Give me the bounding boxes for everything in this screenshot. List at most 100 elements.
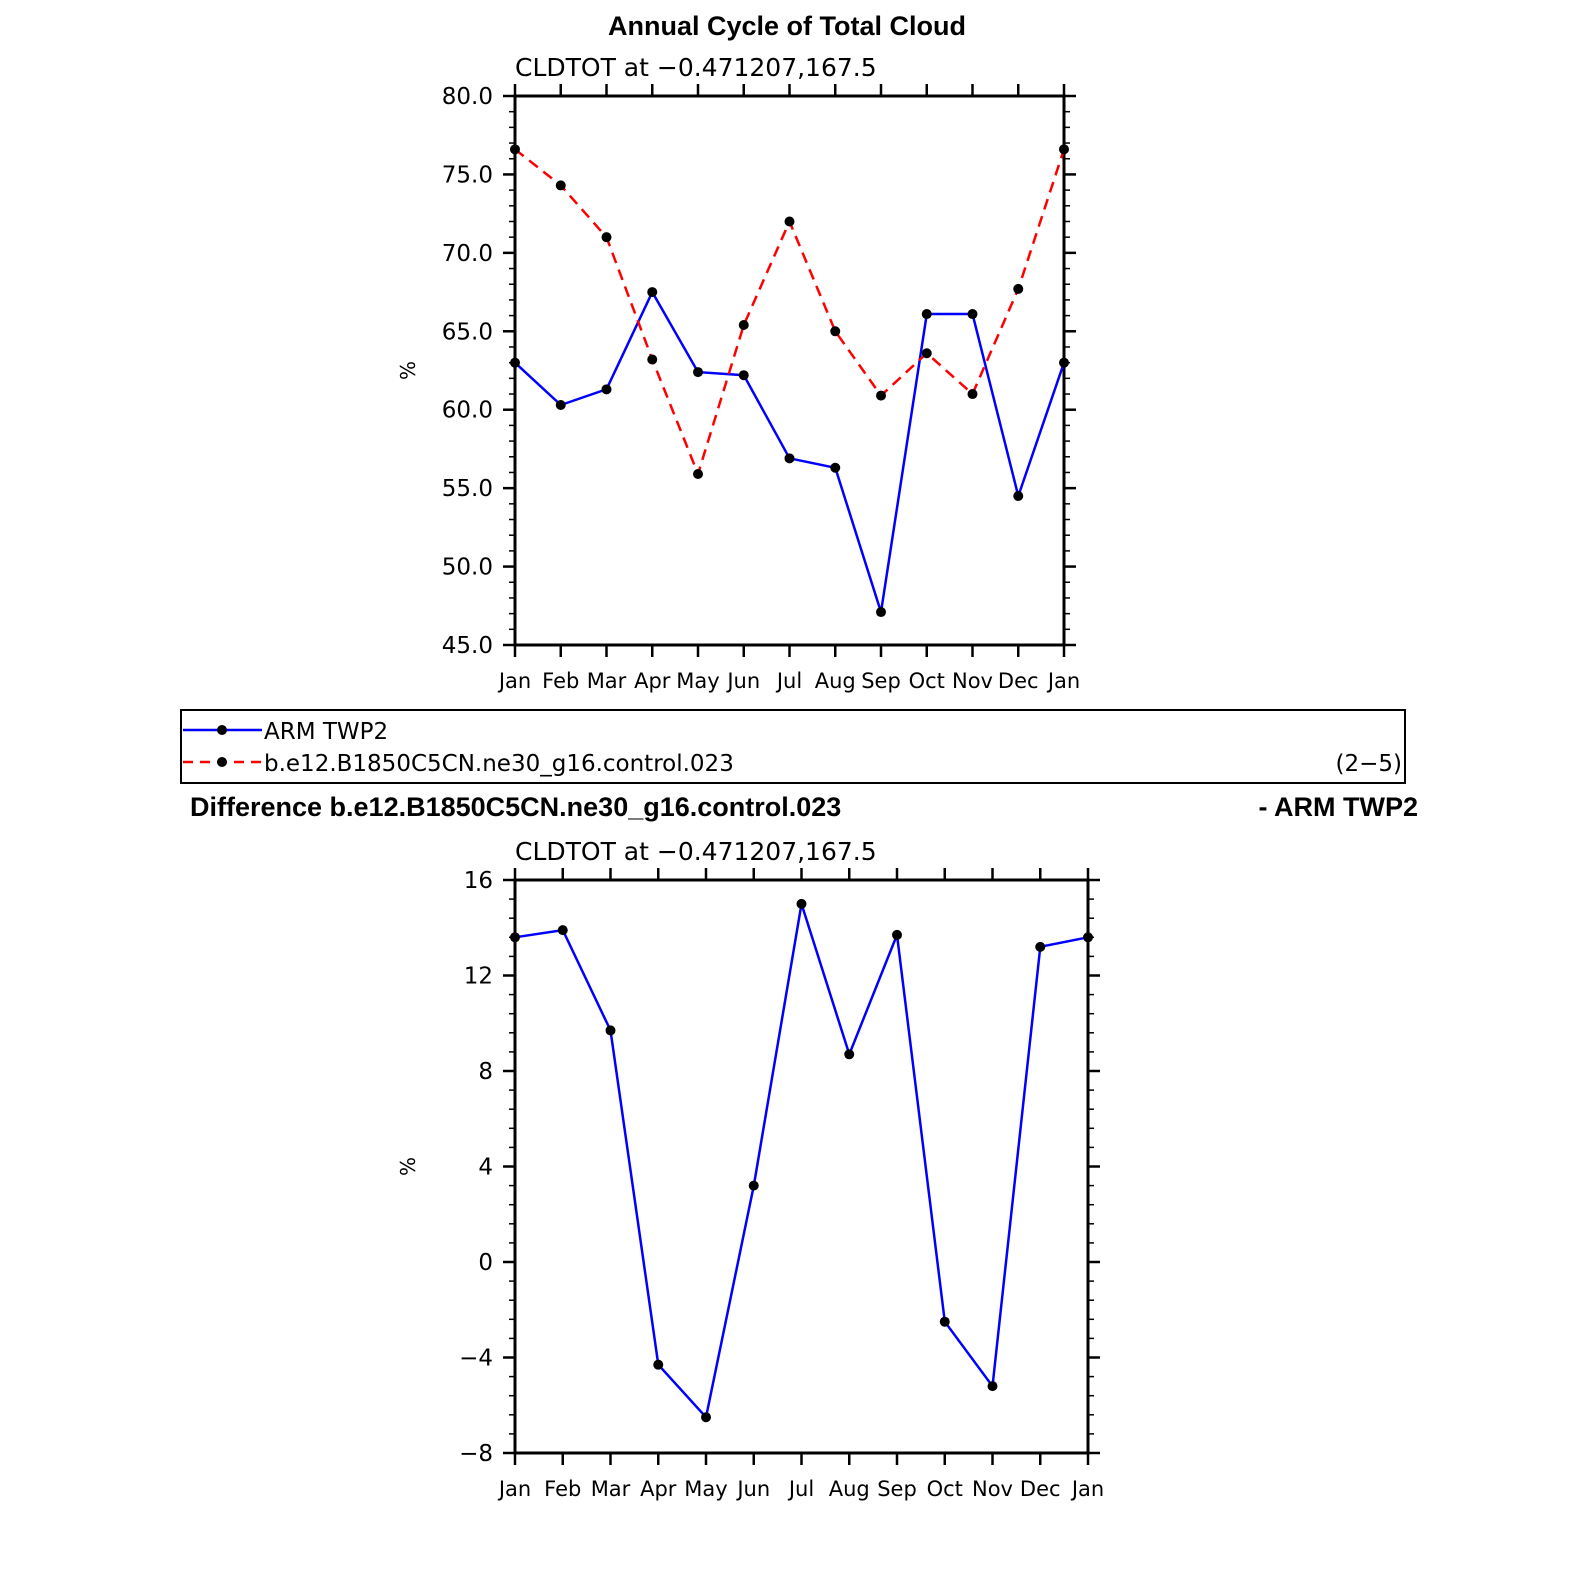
- chart1-y-axis-label: %: [396, 1157, 420, 1176]
- chart0-y-tick-label: 60.0: [442, 398, 493, 424]
- chart1-series-0-point: [939, 1316, 950, 1327]
- legend-model-marker-icon: [217, 757, 227, 767]
- chart1-x-tick-label: Jan: [497, 1477, 531, 1501]
- bottom-chart-subtitle: CLDTOT at −0.471207,167.5: [515, 837, 877, 866]
- chart1-y-tick-label: 12: [464, 964, 493, 990]
- chart1-series-0-point: [557, 925, 568, 936]
- chart0-series-0-point: [830, 462, 841, 473]
- chart1-y-tick-label: 8: [478, 1059, 493, 1085]
- chart0-series-0-point: [601, 384, 612, 395]
- chart0-x-tick-label: May: [676, 669, 719, 693]
- chart1-series-0-point: [748, 1180, 759, 1191]
- chart0-x-tick-label: Jan: [497, 669, 531, 693]
- chart0-series-0-point: [967, 309, 978, 320]
- legend-obs-marker-icon: [217, 725, 227, 735]
- chart0-series-0-point: [876, 607, 886, 618]
- chart1-y-tick-label: 16: [464, 868, 493, 894]
- chart0-series-0-point: [693, 367, 703, 378]
- chart1-x-tick-label: Aug: [829, 1477, 870, 1501]
- chart0-x-tick-label: Oct: [909, 669, 945, 693]
- chart0-y-tick-label: 65.0: [442, 319, 493, 345]
- chart1-series-0-point: [510, 932, 520, 943]
- chart0-series-1-point: [693, 469, 703, 480]
- chart0-y-tick-label: 75.0: [442, 162, 493, 188]
- chart1-series-0-line: [514, 903, 1089, 1420]
- chart0-series-0-point: [738, 370, 749, 381]
- chart1-x-tick-label: Oct: [927, 1477, 963, 1501]
- chart1-x-tick-label: Jan: [1070, 1477, 1104, 1501]
- chart1-x-tick-label: Dec: [1020, 1477, 1061, 1501]
- chart1-series-0-point: [987, 1381, 998, 1392]
- difference-line-chart: Jan Feb Mar Apr May Jun Jul Aug Sep Oct Nov Dec Jan −…: [396, 868, 1104, 1501]
- chart0-x-tick-label: Nov: [952, 669, 993, 693]
- chart1-y-tick-label: −4: [459, 1346, 493, 1372]
- chart1-series-0-point: [701, 1412, 711, 1423]
- legend-obs-label: ARM TWP2: [264, 719, 388, 745]
- bottom-chart-title-right: - ARM TWP2: [1259, 792, 1418, 822]
- chart0-series-0-point: [510, 357, 520, 368]
- top-chart-subtitle: CLDTOT at −0.471207,167.5: [515, 53, 877, 82]
- chart0-series-1-point: [738, 320, 749, 331]
- legend-tag: (2−5): [1336, 751, 1402, 777]
- chart0-x-tick-label: Aug: [815, 669, 856, 693]
- chart0-x-tick-label: Sep: [861, 669, 901, 693]
- chart1-series-0-point: [892, 929, 902, 940]
- chart0-x-tick-label: Mar: [587, 669, 627, 693]
- chart1-x-tick-label: Mar: [591, 1477, 631, 1501]
- legend-frame: [180, 709, 1406, 784]
- chart0-y-tick-label: 50.0: [442, 555, 493, 581]
- chart1-series-0-point: [1083, 932, 1093, 943]
- top-chart-title: Annual Cycle of Total Cloud: [608, 11, 966, 41]
- legend-model-label: b.e12.B1850C5CN.ne30_g16.control.023: [264, 751, 734, 777]
- chart1-series-0-point: [844, 1049, 855, 1060]
- chart0-series-1-point: [921, 348, 932, 359]
- chart0-series-0-point: [555, 400, 566, 411]
- chart0-y-tick-label: 80.0: [442, 84, 493, 110]
- chart0-series-1-point: [784, 216, 795, 227]
- chart0-x-tick-label: Feb: [542, 669, 579, 693]
- chart1-series-0-point: [1035, 941, 1046, 952]
- bottom-chart-title-left: Difference b.e12.B1850C5CN.ne30_g16.cont…: [190, 792, 841, 822]
- chart0-series-0-point: [1059, 357, 1069, 368]
- chart1-y-tick-label: 4: [478, 1155, 493, 1181]
- chart0-y-tick-label: 55.0: [442, 476, 493, 502]
- chart0-series-1-line: [514, 148, 1066, 478]
- chart0-series-1-point: [1059, 144, 1069, 155]
- chart0-series-1-point: [967, 389, 978, 400]
- chart1-x-tick-label: Jul: [787, 1477, 814, 1501]
- chart0-series-1-point: [876, 390, 886, 401]
- chart0-series-1-point: [647, 354, 658, 365]
- chart1-series-0-point: [605, 1025, 616, 1036]
- chart0-series-0-point: [647, 287, 658, 298]
- chart0-series-0-point: [784, 453, 795, 464]
- chart0-series-1-point: [555, 180, 566, 191]
- chart0-series-1-point: [1013, 283, 1024, 294]
- chart1-x-tick-label: Feb: [544, 1477, 581, 1501]
- chart1-series-0-point: [796, 898, 807, 909]
- chart1-x-tick-label: Nov: [972, 1477, 1013, 1501]
- chart0-series-0-point: [1013, 490, 1024, 501]
- chart0-x-tick-label: Jan: [1046, 669, 1080, 693]
- top-line-chart: Jan Feb Mar Apr May Jun Jul Aug Sep Oct Nov Dec Jan4…: [396, 84, 1080, 693]
- legend: ARM TWP2 b.e12.B1850C5CN.ne30_g16.contro…: [180, 709, 1406, 784]
- chart0-x-tick-label: Apr: [634, 669, 671, 693]
- chart0-y-axis-label: %: [396, 361, 420, 380]
- chart0-series-1-point: [601, 232, 612, 243]
- chart0-x-tick-label: Jul: [775, 669, 802, 693]
- chart0-series-0-line: [514, 289, 1066, 613]
- chart0-x-tick-label: Dec: [998, 669, 1039, 693]
- chart1-x-tick-label: Apr: [640, 1477, 677, 1501]
- chart0-series-0-point: [921, 309, 932, 320]
- chart1-x-tick-label: Sep: [877, 1477, 917, 1501]
- chart1-x-tick-label: May: [684, 1477, 727, 1501]
- chart1-series-0-point: [653, 1359, 664, 1370]
- chart1-plot-frame: [513, 878, 1090, 1455]
- chart1-x-tick-label: Jun: [735, 1477, 770, 1501]
- chart0-x-tick-label: Jun: [725, 669, 760, 693]
- chart0-series-1-point: [830, 326, 841, 337]
- chart0-y-tick-label: 70.0: [442, 241, 493, 267]
- chart0-y-tick-label: 45.0: [442, 633, 493, 659]
- chart0-series-1-point: [510, 144, 520, 155]
- chart1-y-tick-label: 0: [478, 1250, 493, 1276]
